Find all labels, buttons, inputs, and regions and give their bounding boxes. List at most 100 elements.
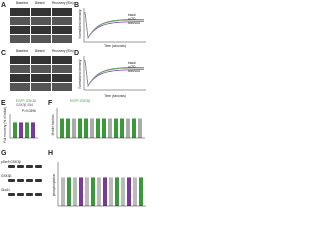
legend-label: EGFP-GSK3β [16, 99, 36, 103]
blot-band [17, 165, 24, 168]
axes [56, 108, 145, 139]
blot-label: pSer9 GSK3β [1, 160, 21, 164]
bar [133, 177, 137, 206]
y-axis-label: Full recovery (% of initial) [3, 107, 7, 143]
micrograph [52, 74, 72, 82]
column-label: Baseline [16, 1, 28, 5]
micrograph [10, 17, 30, 25]
micrograph [10, 8, 30, 16]
blot-label: GluA1 [1, 188, 10, 192]
blot-band [35, 165, 42, 168]
bar [79, 177, 83, 206]
column-label: Recovery (90s) [52, 1, 74, 5]
panel-letter: A [1, 2, 6, 9]
column-label: Recovery (90s) [52, 49, 74, 53]
micrograph [31, 26, 51, 34]
micrograph [10, 83, 30, 91]
panel-letter: F [48, 100, 53, 107]
bar [66, 118, 70, 138]
blot-band [8, 165, 15, 168]
bar [85, 177, 89, 206]
panel-letter: H [48, 150, 53, 157]
micrograph [52, 26, 72, 34]
bar [72, 118, 76, 138]
p-value: P=0.0396 [22, 109, 36, 113]
bar [13, 122, 17, 138]
blot-band [8, 179, 15, 182]
column-label: Bleach [35, 49, 45, 53]
column-label: Bleach [35, 1, 45, 5]
blot-band [17, 193, 24, 196]
bar [97, 177, 101, 206]
micrograph [31, 65, 51, 73]
bar [102, 118, 106, 138]
page: A Baseline Bleach Recovery (90s) B basal… [1, 0, 146, 207]
panel-letter: C [1, 50, 6, 57]
micrograph [31, 8, 51, 16]
blot-band [26, 193, 33, 196]
bar [126, 118, 130, 138]
bar [127, 177, 131, 206]
legend-label: cLTD [128, 65, 136, 69]
micrograph [10, 56, 30, 64]
axes [9, 114, 38, 139]
x-axis-label: Time (seconds) [104, 94, 126, 98]
y-axis-label: Mobile fraction [51, 114, 55, 135]
recovery-curve [84, 59, 144, 88]
recovery-curve [84, 59, 144, 87]
micrograph [10, 26, 30, 34]
bar [78, 118, 82, 138]
bar [138, 118, 142, 138]
legend-label: GSK3β S9A [16, 103, 34, 107]
bar [121, 177, 125, 206]
micrograph [52, 65, 72, 73]
legend-label: basal [128, 13, 136, 17]
bar [132, 118, 136, 138]
panel-letter: B [74, 2, 79, 9]
panel-title: EGFP-GSK3β [70, 99, 90, 103]
micrograph [31, 74, 51, 82]
panel-letter: E [1, 100, 6, 107]
legend-label: washout [128, 69, 140, 73]
panel-letter: G [1, 150, 7, 157]
blot-band [26, 165, 33, 168]
blot-band [17, 179, 24, 182]
micrograph [52, 35, 72, 43]
recovery-curve [84, 11, 144, 40]
axes [83, 8, 146, 43]
bar [109, 177, 113, 206]
panel-letter: D [74, 50, 79, 57]
bar [60, 118, 64, 138]
bar [120, 118, 124, 138]
bar [61, 177, 65, 206]
micrograph [10, 65, 30, 73]
bar [114, 118, 118, 138]
micrograph [10, 74, 30, 82]
micrograph [52, 8, 72, 16]
micrograph [10, 35, 30, 43]
blot-band [35, 193, 42, 196]
micrograph [52, 56, 72, 64]
bar [73, 177, 77, 206]
axes [83, 56, 146, 91]
y-axis-label: Normalized Intensity [78, 9, 82, 38]
recovery-curve [84, 59, 144, 88]
bar [115, 177, 119, 206]
y-axis-label: Normalized Intensity [78, 59, 82, 88]
micrograph [31, 83, 51, 91]
bar [91, 177, 95, 206]
bar [103, 177, 107, 206]
bar [31, 122, 35, 138]
bar [108, 118, 112, 138]
micrograph [31, 17, 51, 25]
bar [67, 177, 71, 206]
micrograph [31, 56, 51, 64]
x-axis-label: Time (seconds) [104, 44, 126, 48]
recovery-curve [84, 11, 144, 39]
micrograph [52, 83, 72, 91]
legend-label: washout [128, 21, 140, 25]
blot-band [26, 179, 33, 182]
y-axis-label: phosphorylation [52, 174, 56, 197]
micrograph [31, 35, 51, 43]
blot-label: GSK3β [1, 174, 12, 178]
